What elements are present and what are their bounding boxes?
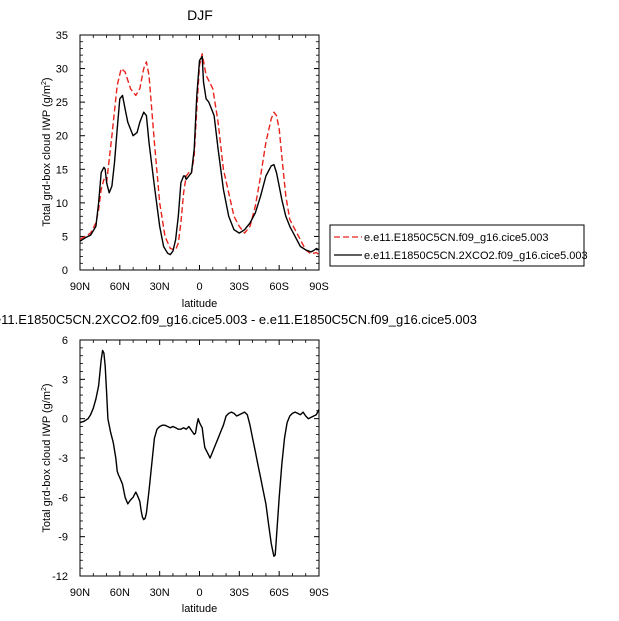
- bottom-x-tick-label: 0: [196, 587, 202, 599]
- legend-label-control: e.e11.E1850C5CN.f09_g16.cice5.003: [364, 232, 549, 244]
- top-x-tick-label: 0: [196, 281, 202, 293]
- top-y-tick-label: 25: [56, 97, 68, 109]
- top-y-tick-label: 5: [62, 231, 68, 243]
- bottom-y-tick-label: -3: [58, 453, 68, 465]
- bottom-x-axis-label: latitude: [182, 603, 217, 615]
- top-series-line-1: [79, 55, 320, 256]
- bottom-x-tick-label: 30N: [150, 587, 170, 599]
- top-x-tick-label: 30S: [230, 281, 250, 293]
- bottom-x-tick-label: 90N: [70, 587, 90, 599]
- top-x-axis: 90N 60N 30N 0 30S 60S 90S: [70, 35, 329, 293]
- top-x-tick-label: 60S: [269, 281, 289, 293]
- top-y-axis: 0 5 10 15 20 25 30 35: [56, 30, 319, 277]
- bottom-y-tick-label: -6: [58, 492, 68, 504]
- bottom-x-axis: 90N 60N 30N 0 30S 60S 90S: [70, 340, 329, 599]
- legend-label-2xco2: e.e11.E1850C5CN.2XCO2.f09_g16.cice5.003: [364, 250, 588, 262]
- top-y-tick-label: 20: [56, 131, 68, 143]
- top-x-tick-label: 90S: [309, 281, 329, 293]
- bottom-x-tick-label: 90S: [309, 587, 329, 599]
- top-chart-title: DJF: [187, 7, 213, 23]
- legend-box: [329, 224, 585, 267]
- bottom-x-tick-label: 60S: [269, 587, 289, 599]
- top-x-tick-label: 90N: [70, 281, 90, 293]
- legend: e.e11.E1850C5CN.f09_g16.cice5.003 e.e11.…: [329, 224, 588, 267]
- bottom-series-line-0: [79, 349, 320, 557]
- top-x-tick-label: 30N: [150, 281, 170, 293]
- bottom-chart-title: e.e11.E1850C5CN.2XCO2.f09_g16.cice5.003 …: [0, 312, 477, 327]
- bottom-x-tick-label: 60N: [110, 587, 130, 599]
- bottom-y-tick-label: 3: [62, 374, 68, 386]
- bottom-series-group: [79, 349, 320, 557]
- top-x-tick-label: 60N: [110, 281, 130, 293]
- top-y-tick-label: 30: [56, 64, 68, 76]
- top-y-axis-label: Total grd-box cloud IWP (g/m2): [41, 77, 53, 226]
- top-x-axis-label: latitude: [182, 298, 217, 310]
- bottom-y-tick-label: -12: [52, 571, 68, 583]
- bottom-y-axis: -12 -9 -6 -3 0 3 6: [52, 335, 319, 583]
- top-y-tick-label: 35: [56, 30, 68, 42]
- top-y-tick-label: 0: [62, 265, 68, 277]
- bottom-x-tick-label: 30S: [230, 587, 250, 599]
- bottom-y-tick-label: -9: [58, 532, 68, 544]
- bottom-y-tick-label: 6: [62, 335, 68, 347]
- top-y-tick-label: 10: [56, 198, 68, 210]
- bottom-panel: e.e11.E1850C5CN.2XCO2.f09_g16.cice5.003 …: [0, 312, 477, 615]
- top-panel: DJF 0 5 10 15 20 25 30 35 90N 60N 30N 0 30S 60S 90S l…: [41, 7, 329, 310]
- top-y-tick-label: 15: [56, 164, 68, 176]
- bottom-y-tick-label: 0: [62, 414, 68, 426]
- bottom-y-axis-label: Total grd-box cloud IWP (g/m2): [41, 383, 53, 532]
- top-series-group: [79, 53, 320, 256]
